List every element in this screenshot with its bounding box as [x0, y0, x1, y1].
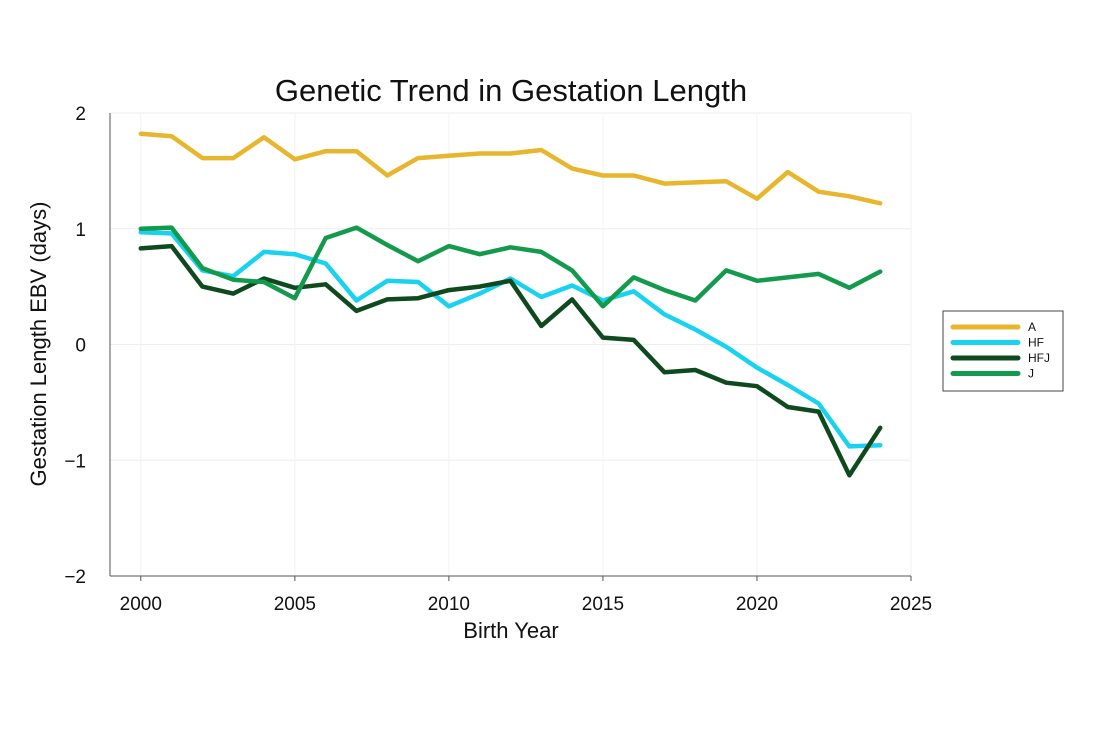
x-tick-label: 2000 — [120, 594, 162, 615]
legend-label-j: J — [1028, 367, 1034, 381]
x-tick-label: 2020 — [736, 594, 778, 615]
x-tick-label: 2010 — [428, 594, 470, 615]
chart-title: Genetic Trend in Gestation Length — [275, 73, 747, 108]
series-line-j — [138, 225, 883, 309]
series-line-hfj — [138, 243, 883, 478]
legend-label-hf: HF — [1028, 336, 1044, 350]
y-tick-label: −1 — [64, 451, 86, 472]
y-tick-label: 0 — [75, 336, 86, 357]
y-axis-ticks: −2 −1 0 1 2 — [64, 104, 86, 588]
x-tick-label: 2015 — [582, 594, 624, 615]
series-line-hf — [138, 229, 883, 449]
grid — [110, 112, 912, 577]
axes — [109, 113, 911, 577]
legend-label-hfj: HFJ — [1028, 351, 1050, 365]
series-lines — [138, 131, 883, 478]
x-axis-label: Birth Year — [463, 618, 558, 643]
x-axis-ticks: 2000 2005 2010 2015 2020 2025 — [120, 576, 932, 615]
y-tick-label: −2 — [64, 567, 86, 588]
x-tick-label: 2005 — [274, 594, 316, 615]
legend-label-a: A — [1028, 320, 1036, 334]
y-axis-label: Gestation Length EBV (days) — [26, 202, 51, 487]
y-tick-label: 1 — [75, 220, 86, 241]
y-tick-label: 2 — [75, 104, 86, 125]
legend-frame — [942, 310, 1064, 392]
x-tick-label: 2025 — [890, 594, 932, 615]
series-line-a — [138, 131, 883, 206]
